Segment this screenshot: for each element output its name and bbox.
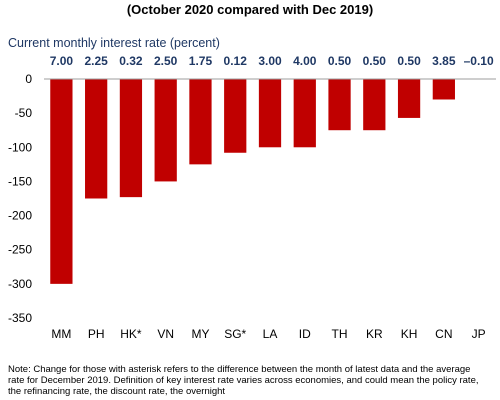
bar-sg	[224, 79, 247, 153]
bar-id	[293, 79, 316, 148]
y-tick-label: -50	[15, 106, 33, 120]
rate-label: 0.50	[328, 54, 352, 68]
y-tick-label: -250	[8, 243, 32, 257]
chart-title: (October 2020 compared with Dec 2019)	[126, 2, 374, 17]
y-tick-label: -200	[8, 209, 32, 223]
x-tick-label: CN	[435, 327, 452, 341]
rate-label: 4.00	[293, 54, 317, 68]
bar-vn	[154, 79, 177, 182]
bars	[50, 79, 455, 284]
rate-label: 3.85	[432, 54, 456, 68]
rate-label: 0.50	[363, 54, 387, 68]
x-tick-label: KR	[366, 327, 383, 341]
x-axis-labels: MM PH HK* VN MY SG* LA ID TH KR KH CN JP	[51, 327, 485, 341]
rate-label: 0.50	[397, 54, 421, 68]
rate-label: –0.10	[464, 54, 494, 68]
x-tick-label: MY	[191, 327, 209, 341]
bar-kh	[397, 79, 421, 118]
chart-subtitle: Current monthly interest rate (percent)	[8, 36, 220, 50]
y-tick-label: -300	[8, 277, 32, 291]
bar-mm	[50, 79, 73, 284]
bar-hk	[119, 79, 143, 198]
x-tick-label: VN	[157, 327, 174, 341]
y-tick-label: -350	[8, 311, 32, 325]
rate-label: 7.00	[50, 54, 74, 68]
rate-labels: 7.00 2.25 0.32 2.50 1.75 0.12 3.00 4.00 0.50 0.50…	[50, 54, 494, 68]
y-tick-label: -150	[8, 174, 32, 188]
bar-my	[189, 79, 212, 165]
bar-th	[328, 79, 351, 131]
x-tick-label: JP	[472, 327, 486, 341]
chart-note: Note: Change for those with asterisk ref…	[8, 364, 479, 397]
bar-cn	[432, 79, 455, 100]
x-tick-label: HK*	[120, 327, 142, 341]
y-tick-label: -100	[8, 140, 32, 154]
x-tick-label: MM	[51, 327, 71, 341]
bar-ph	[85, 79, 108, 199]
x-tick-label: SG*	[224, 327, 246, 341]
x-tick-label: ID	[299, 327, 311, 341]
y-tick-label: 0	[25, 72, 32, 86]
rate-label: 1.75	[189, 54, 213, 68]
x-tick-label: KH	[401, 327, 418, 341]
rate-label: 0.12	[224, 54, 248, 68]
bar-la	[258, 79, 282, 148]
bar-kr	[363, 79, 386, 131]
x-tick-label: LA	[263, 327, 278, 341]
rate-label: 2.25	[84, 54, 108, 68]
x-tick-label: TH	[332, 327, 348, 341]
rate-label: 0.32	[119, 54, 143, 68]
y-axis-ticks: 0 -50 -100 -150 -200 -250 -300 -350	[8, 72, 32, 325]
rate-label: 3.00	[258, 54, 282, 68]
x-tick-label: PH	[88, 327, 105, 341]
rate-label: 2.50	[154, 54, 178, 68]
